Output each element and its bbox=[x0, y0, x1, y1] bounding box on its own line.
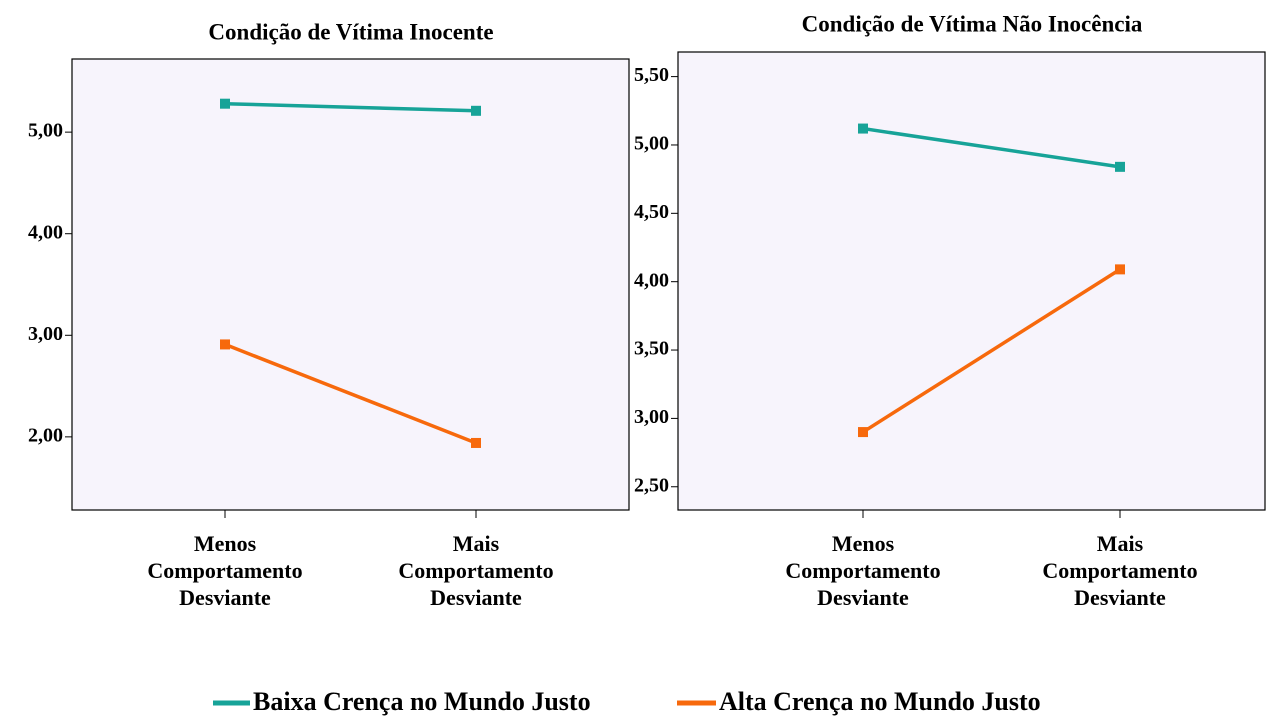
point bbox=[471, 105, 481, 116]
x-tick-label: Mais Comportamento Desviante bbox=[1042, 531, 1197, 610]
point bbox=[220, 339, 230, 350]
series-line bbox=[862, 126, 1121, 169]
y-tick-label: 3,00 bbox=[28, 323, 63, 345]
y-tick-label: 4,00 bbox=[634, 269, 669, 291]
x-tick-label: Menos Comportamento Desviante bbox=[147, 531, 302, 610]
series-line bbox=[224, 101, 477, 113]
chart-title: Condição de Vítima Inocente bbox=[208, 19, 493, 44]
x-tick-label: Menos Comportamento Desviante bbox=[785, 531, 940, 610]
y-tick-label: 5,50 bbox=[634, 64, 669, 86]
plot-area bbox=[71, 58, 630, 511]
y-tick-label: 3,50 bbox=[634, 338, 669, 360]
y-tick-label: 2,00 bbox=[28, 424, 63, 446]
y-tick-label: 5,00 bbox=[634, 133, 669, 155]
point bbox=[220, 98, 230, 109]
point bbox=[858, 427, 868, 438]
point bbox=[1115, 161, 1125, 172]
point bbox=[1115, 264, 1125, 275]
y-tick-label: 3,00 bbox=[634, 406, 669, 428]
y-tick-label: 5,00 bbox=[28, 120, 63, 142]
point bbox=[858, 123, 868, 134]
x-tick-label: Mais Comportamento Desviante bbox=[398, 531, 553, 610]
legend-label: Baixa Crença no Mundo Justo bbox=[253, 687, 591, 716]
y-tick-label: 4,00 bbox=[28, 221, 63, 243]
chart-title: Condição de Vítima Não Inocência bbox=[802, 11, 1143, 36]
y-tick-label: 2,50 bbox=[634, 474, 669, 496]
y-tick-label: 4,50 bbox=[634, 201, 669, 223]
series-line bbox=[862, 267, 1121, 434]
series-line bbox=[224, 342, 477, 445]
plot-area bbox=[677, 51, 1266, 511]
point bbox=[471, 437, 481, 448]
legend-label: Alta Crença no Mundo Justo bbox=[719, 687, 1041, 716]
